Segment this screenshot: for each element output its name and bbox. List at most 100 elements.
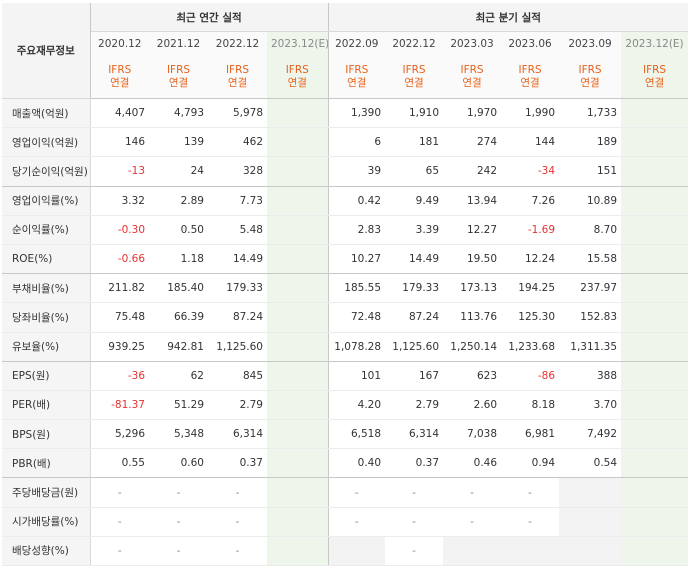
consolidated-label: 연결 [462,77,482,89]
table-cell: 5,296 [90,419,149,450]
table-row: 순이익률(%) -0.30 0.50 5.48 2.83 3.39 12.27 -1.69 8.… [2,215,689,245]
table-row: 영업이익(억원) 146 139 462 6 181 274 144 189 [2,127,689,158]
table-cell: - [443,477,502,508]
period-header: 2023.12(E) [621,31,689,56]
table-cell: 6,518 [328,419,386,450]
annual-section-title: 최근 연간 실적 [90,3,329,32]
consolidated-label: 연결 [520,77,540,89]
table-cell [267,244,329,275]
table-cell: 1,233.68 [501,332,560,362]
table-cell [267,419,329,450]
table-cell: 14.49 [208,244,267,275]
consolidated-label: 연결 [110,77,130,89]
table-cell: 942.81 [149,332,208,362]
ifrs-badge: IFRS 연결 [90,56,149,99]
table-cell: 8.18 [501,390,560,421]
table-cell: 10.27 [328,244,386,275]
table-cell: 6,314 [385,419,444,450]
period-header: 2023.09 [559,31,622,56]
table-cell [267,536,329,567]
table-cell: 179.33 [385,273,444,304]
table-cell: -86 [501,361,560,391]
table-cell: 939.25 [90,332,149,362]
table-cell: - [208,536,267,567]
table-cell: 2.79 [208,390,267,421]
period-header: 2021.12 [149,31,208,56]
table-cell: 65 [385,156,444,187]
table-cell: 66.39 [149,302,208,333]
table-cell: - [328,477,386,508]
table-cell [621,127,689,158]
table-cell [267,98,329,129]
ifrs-label: IFRS [402,64,426,76]
table-cell [621,507,689,537]
table-cell: 87.24 [208,302,267,333]
table-cell: 6 [328,127,386,158]
table-cell [267,361,329,391]
table-row: PER(배) -81.37 51.29 2.79 4.20 2.79 2.60 8.18 3.7… [2,390,689,421]
row-label: PBR(배) [2,448,91,479]
table-row: 매출액(억원) 4,407 4,793 5,978 1,390 1,910 1,970 1,9… [2,98,689,129]
ifrs-label: IFRS [345,64,369,76]
table-cell: 1,910 [385,98,444,129]
table-cell: 462 [208,127,267,158]
row-label: 영업이익률(%) [2,186,91,216]
table-cell [621,273,689,304]
ifrs-label: IFRS [518,64,542,76]
ifrs-label: IFRS [108,64,132,76]
table-cell: 12.24 [501,244,560,275]
table-cell [267,448,329,479]
table-cell: -0.30 [90,215,149,245]
table-cell: 6,981 [501,419,560,450]
table-cell: 5.48 [208,215,267,245]
table-cell [267,302,329,333]
table-cell: 0.54 [559,448,622,479]
table-cell [267,507,329,537]
table-cell: - [385,536,444,567]
table-cell: - [90,477,149,508]
table-row: 당기순이익(억원) -13 24 328 39 65 242 -34 151 [2,156,689,187]
table-cell: 211.82 [90,273,149,304]
ifrs-badge: IFRS 연결 [443,56,502,99]
period-header: 2023.03 [443,31,502,56]
table-cell: 194.25 [501,273,560,304]
table-cell: 2.89 [149,186,208,216]
row-label: 배당성향(%) [2,536,91,567]
table-cell [267,215,329,245]
ifrs-badge: IFRS 연결 [328,56,386,99]
table-cell: 7,492 [559,419,622,450]
table-cell [267,186,329,216]
table-cell [559,507,622,537]
table-row: 주당배당금(원) - - - - - - - [2,477,689,508]
table-cell: 72.48 [328,302,386,333]
table-cell: 1,125.60 [208,332,267,362]
table-cell [621,215,689,245]
ifrs-badge: IFRS 연결 [385,56,444,99]
table-cell: -13 [90,156,149,187]
table-cell: - [90,536,149,567]
period-header: 2023.06 [501,31,560,56]
table-cell: - [90,507,149,537]
table-cell: - [149,507,208,537]
table-cell [267,332,329,362]
table-row: BPS(원) 5,296 5,348 6,314 6,518 6,314 7,038 6,98… [2,419,689,450]
table-row: ROE(%) -0.66 1.18 14.49 10.27 14.49 19.50 12.24… [2,244,689,275]
table-cell: 1,990 [501,98,560,129]
table-cell [267,156,329,187]
table-cell: 5,978 [208,98,267,129]
period-header: 2022.09 [328,31,386,56]
table-cell: 9.49 [385,186,444,216]
table-cell: 237.97 [559,273,622,304]
table-cell: 7.73 [208,186,267,216]
table-row: 배당성향(%) - - - - [2,536,689,567]
table-cell: 167 [385,361,444,391]
table-cell: 75.48 [90,302,149,333]
ifrs-badge: IFRS 연결 [501,56,560,99]
table-cell: 139 [149,127,208,158]
ifrs-badge: IFRS 연결 [621,56,689,99]
table-cell [621,477,689,508]
table-cell: 3.39 [385,215,444,245]
ifrs-label: IFRS [578,64,602,76]
table-cell: 181 [385,127,444,158]
table-cell: 274 [443,127,502,158]
